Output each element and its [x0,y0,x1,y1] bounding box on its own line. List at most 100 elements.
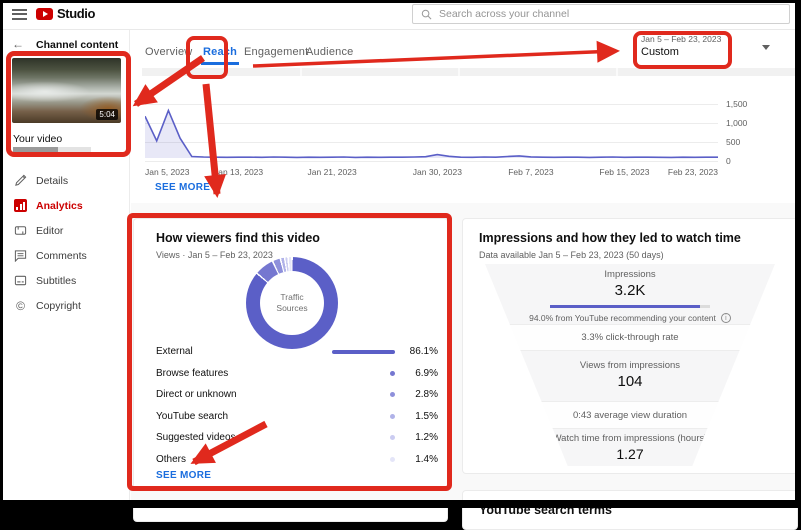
traffic-source-label: Others [156,453,187,465]
channel-content-title: Channel content [36,39,119,51]
traffic-see-more-link[interactable]: SEE MORE [156,470,212,481]
sidebar-item-details[interactable]: Details [0,168,129,193]
impressions-card-subtitle: Data available Jan 5 – Feb 23, 2023 (50 … [479,250,664,260]
x-axis-tick: Feb 7, 2023 [508,167,554,177]
video-thumbnail[interactable]: 5:04 [12,58,121,123]
traffic-source-row[interactable]: Direct or unknown 2.8% [156,384,438,406]
screenshot-frame-top [0,0,801,3]
youtube-play-icon [36,7,53,20]
sidebar-item-copyright[interactable]: © Copyright [0,293,129,318]
comment-icon [13,248,28,263]
tab-audience[interactable]: Audience [306,46,354,58]
copyright-icon: © [16,298,25,313]
traffic-sources-card: How viewers find this video Views · Jan … [133,218,448,490]
traffic-source-label: External [156,346,193,358]
traffic-card-subtitle: Views · Jan 5 – Feb 23, 2023 [156,250,273,260]
date-range-selector[interactable]: Jan 5 – Feb 23, 2023 Custom [641,34,721,58]
traffic-source-label: Direct or unknown [156,389,237,401]
impressions-source-bar [550,305,710,308]
traffic-source-bar [332,349,395,354]
chart-see-more-link[interactable]: SEE MORE [155,182,211,193]
traffic-source-bar [390,413,395,419]
search-input[interactable] [439,8,781,20]
traffic-source-bar [390,392,395,398]
traffic-source-percent: 6.9% [415,367,438,379]
back-arrow-icon[interactable]: ← [12,37,24,51]
screenshot-frame-bottom [0,500,801,508]
sidebar-item-analytics[interactable]: Analytics [0,193,129,218]
y-axis-tick: 0 [726,156,731,166]
info-icon[interactable]: i [720,313,731,323]
x-axis-tick: Feb 23, 2023 [667,167,718,177]
funnel-stage-ctr: 3.3% click-through rate [509,324,751,351]
traffic-source-label: Suggested videos [156,432,236,444]
traffic-source-label: YouTube search [156,410,229,422]
subtitles-icon [13,273,28,288]
x-axis-tick: Jan 5, 2023 [145,167,190,177]
donut-center-label: Traffic Sources [260,271,324,335]
funnel-stage-views: Views from impressions 104 [520,351,740,401]
video-title[interactable]: Your video [13,133,63,145]
traffic-source-percent: 1.4% [415,453,438,465]
screenshot-frame-left [0,0,3,508]
x-axis-tick: Feb 15, 2023 [599,167,650,177]
traffic-source-row[interactable]: YouTube search 1.5% [156,406,438,428]
chevron-down-icon[interactable] [762,45,770,50]
traffic-source-label: Browse features [156,367,229,379]
date-mode-label: Custom [641,46,679,58]
traffic-source-percent: 1.2% [415,432,438,444]
y-axis-tick: 1,000 [726,118,748,128]
gridline [145,161,718,162]
traffic-sources-list: External 86.1% Browse features 6.9% Direct o… [156,341,438,470]
traffic-source-bar [390,370,395,376]
impressions-funnel: Impressions 3.2K 94.0% from YouTube reco… [485,264,775,466]
x-axis-tick: Jan 13, 2023 [213,167,264,177]
x-axis-tick: Jan 21, 2023 [307,167,357,177]
impressions-card: Impressions and how they led to watch ti… [462,218,798,474]
x-axis-tick: Jan 30, 2023 [412,167,462,177]
editor-icon [13,223,28,238]
tab-reach[interactable]: Reach [200,46,240,65]
traffic-source-bar [390,456,395,462]
gridline [145,104,718,105]
traffic-card-title: How viewers find this video [156,231,320,245]
traffic-sources-donut-chart[interactable]: Traffic Sources [246,257,338,349]
funnel-stage-avg-duration: 0:43 average view duration [541,401,719,429]
views-line-chart[interactable] [145,97,718,163]
pencil-icon [13,173,28,188]
metric-tabs-strip [142,68,801,76]
search-terms-card: YouTube search terms [462,490,798,530]
sidebar-item-subtitles[interactable]: Subtitles [0,268,129,293]
video-duration-badge: 5:04 [96,109,118,120]
tab-overview[interactable]: Overview [145,46,193,58]
sidebar-item-editor[interactable]: Editor [0,218,129,243]
traffic-source-percent: 2.8% [415,389,438,401]
sidebar-menu: Details Analytics Editor Comments Subtit… [0,168,129,318]
search-icon [421,9,432,19]
studio-brand-label: Studio [57,6,96,21]
gridline [145,142,718,143]
screenshot-frame-right [795,0,801,508]
traffic-source-percent: 86.1% [409,346,438,358]
funnel-stage-impressions: Impressions 3.2K 94.0% from YouTube reco… [485,264,775,324]
video-progress-bar [13,147,91,153]
traffic-source-row[interactable]: Suggested videos 1.2% [156,427,438,449]
youtube-studio-logo[interactable]: Studio [36,6,95,21]
hamburger-menu-icon[interactable] [12,9,27,20]
sidebar-item-comments[interactable]: Comments [0,243,129,268]
analytics-icon [13,198,28,213]
traffic-source-row[interactable]: Browse features 6.9% [156,363,438,385]
traffic-source-row[interactable]: External 86.1% [156,341,438,363]
y-axis-tick: 500 [726,137,741,147]
traffic-source-bar [390,435,395,441]
traffic-source-percent: 1.5% [415,410,438,422]
top-bar: Studio [0,0,801,30]
date-range-label: Jan 5 – Feb 23, 2023 [641,34,722,44]
traffic-source-row[interactable]: Others 1.4% [156,449,438,471]
y-axis-tick: 1,500 [726,99,748,109]
tab-engagement[interactable]: Engagement [244,46,309,58]
sidebar: ← Channel content 5:04 Your video Detail… [0,30,130,508]
impressions-card-title: Impressions and how they led to watch ti… [479,231,741,245]
channel-search-box[interactable] [412,4,790,24]
